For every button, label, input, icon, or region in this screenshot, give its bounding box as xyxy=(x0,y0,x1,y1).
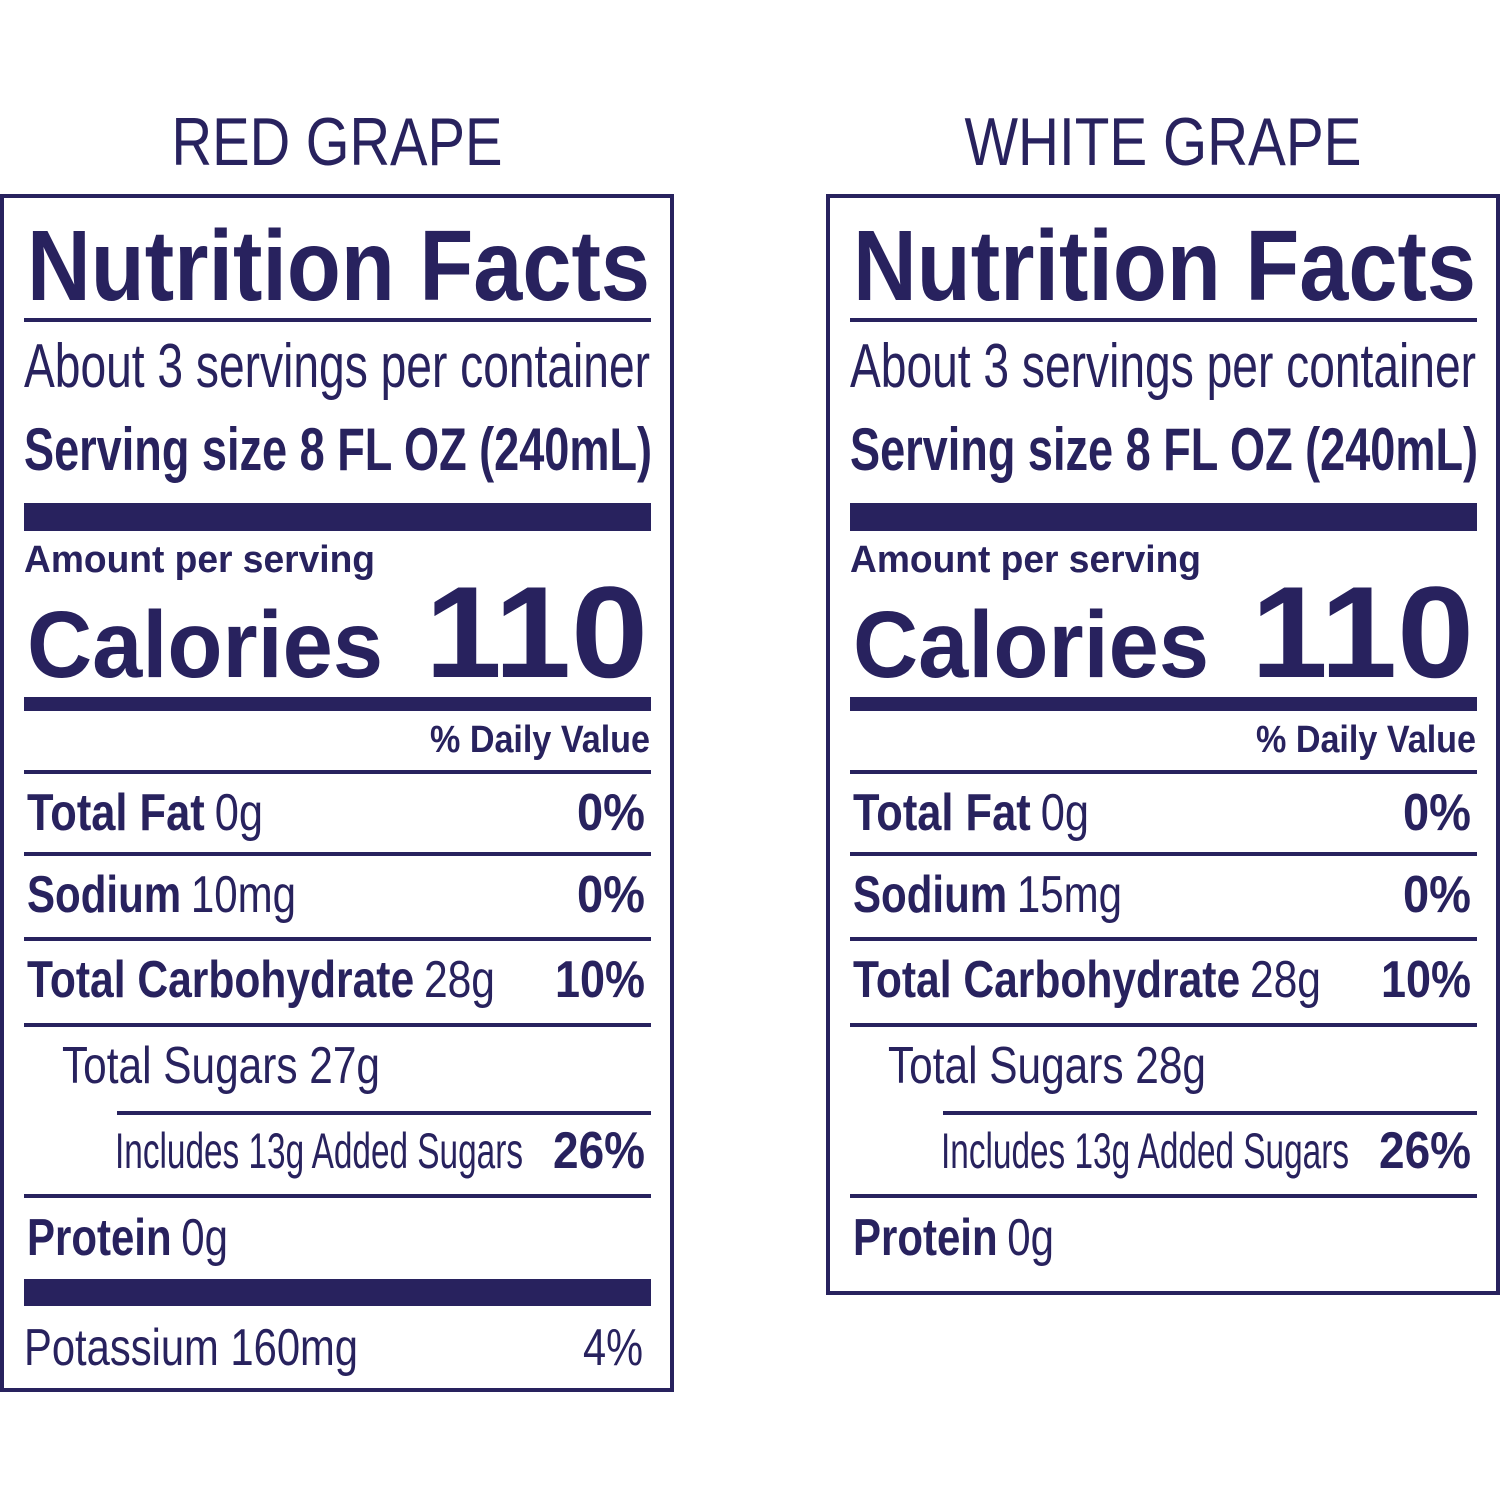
label-border xyxy=(826,194,1500,1295)
rule xyxy=(850,770,1477,774)
total-sugars: Total Sugars 28g xyxy=(888,1037,1206,1095)
rule xyxy=(24,852,651,856)
nutrient-amount: 10mg xyxy=(191,866,296,924)
dv: 10% xyxy=(555,951,645,1009)
nutrient-amount: 0g xyxy=(1007,1209,1054,1267)
rule xyxy=(117,1111,651,1115)
daily-value-header: % Daily Value xyxy=(1256,719,1476,761)
nutrient-name: Total Fat xyxy=(27,784,205,842)
total-fat: Total Fat0g xyxy=(27,784,263,842)
total-carbohydrate: Total Carbohydrate28g xyxy=(853,951,1321,1009)
nutrition-label: WHITE GRAPE Nutrition Facts About 3 servin… xyxy=(826,104,1500,1295)
daily-value-header: % Daily Value xyxy=(430,719,650,761)
sodium: Sodium10mg xyxy=(27,866,296,924)
rule xyxy=(850,1194,1477,1198)
rule xyxy=(850,318,1477,322)
total-sugars: Total Sugars 27g xyxy=(62,1037,380,1095)
amount-per-serving: Amount per serving xyxy=(24,539,375,581)
rule xyxy=(850,697,1477,711)
added-sugars: Includes 13g Added Sugars xyxy=(941,1123,1349,1179)
rule xyxy=(850,1023,1477,1027)
label-title: RED GRAPE xyxy=(172,104,503,180)
label-title: WHITE GRAPE xyxy=(965,104,1362,180)
nutrient-amount: 0g xyxy=(1041,784,1089,842)
protein: Protein0g xyxy=(853,1209,1054,1267)
nutrient-name: Total Carbohydrate xyxy=(853,951,1240,1009)
nutrient-name: Protein xyxy=(853,1209,998,1267)
rule xyxy=(850,937,1477,941)
rule xyxy=(24,1194,651,1198)
nutrient-name: Total Carbohydrate xyxy=(27,951,414,1009)
nutrient-amount: 15mg xyxy=(1017,866,1122,924)
dv: 0% xyxy=(1403,784,1471,842)
servings: About 3 servings per container xyxy=(850,332,1476,401)
heading: Nutrition Facts xyxy=(27,210,650,322)
calories-value: 110 xyxy=(425,559,648,705)
rule xyxy=(850,852,1477,856)
nutrient-amount: 0g xyxy=(181,1209,228,1267)
rule xyxy=(24,503,651,531)
nutrient-amount: 28g xyxy=(424,951,495,1009)
rule xyxy=(24,697,651,711)
rule xyxy=(24,1279,651,1306)
rule xyxy=(24,1023,651,1027)
dv: 10% xyxy=(1381,951,1471,1009)
nutrient-name: Protein xyxy=(27,1209,172,1267)
calories-value: 110 xyxy=(1251,559,1474,705)
nutrition-label: RED GRAPE Nutrition Facts About 3 servings… xyxy=(0,104,674,1392)
nutrient-name: Total Fat xyxy=(853,784,1031,842)
dv: 26% xyxy=(1379,1122,1471,1180)
serving-size: Serving size 8 FL OZ (240mL) xyxy=(24,416,652,483)
dv: 0% xyxy=(577,784,645,842)
servings: About 3 servings per container xyxy=(24,332,650,401)
rule xyxy=(943,1111,1477,1115)
nutrient-name: Sodium xyxy=(27,866,181,924)
protein: Protein0g xyxy=(27,1209,228,1267)
label-border xyxy=(0,194,674,1392)
total-fat: Total Fat0g xyxy=(853,784,1089,842)
dv: 0% xyxy=(577,866,645,924)
dv: 4% xyxy=(583,1319,643,1377)
heading: Nutrition Facts xyxy=(853,210,1476,322)
nutrient-name: Sodium xyxy=(853,866,1007,924)
serving-size: Serving size 8 FL OZ (240mL) xyxy=(850,416,1478,483)
rule xyxy=(24,770,651,774)
calories-label: Calories xyxy=(853,592,1209,698)
total-carbohydrate: Total Carbohydrate28g xyxy=(27,951,495,1009)
dv: 26% xyxy=(553,1122,645,1180)
amount-per-serving: Amount per serving xyxy=(850,539,1201,581)
added-sugars: Includes 13g Added Sugars xyxy=(115,1123,523,1179)
calories-label: Calories xyxy=(27,592,383,698)
potassium: Potassium 160mg xyxy=(24,1319,358,1377)
nutrient-amount: 28g xyxy=(1250,951,1321,1009)
rule xyxy=(24,318,651,322)
dv: 0% xyxy=(1403,866,1471,924)
rule xyxy=(24,937,651,941)
rule xyxy=(850,503,1477,531)
nutrient-amount: 0g xyxy=(215,784,263,842)
sodium: Sodium15mg xyxy=(853,866,1122,924)
